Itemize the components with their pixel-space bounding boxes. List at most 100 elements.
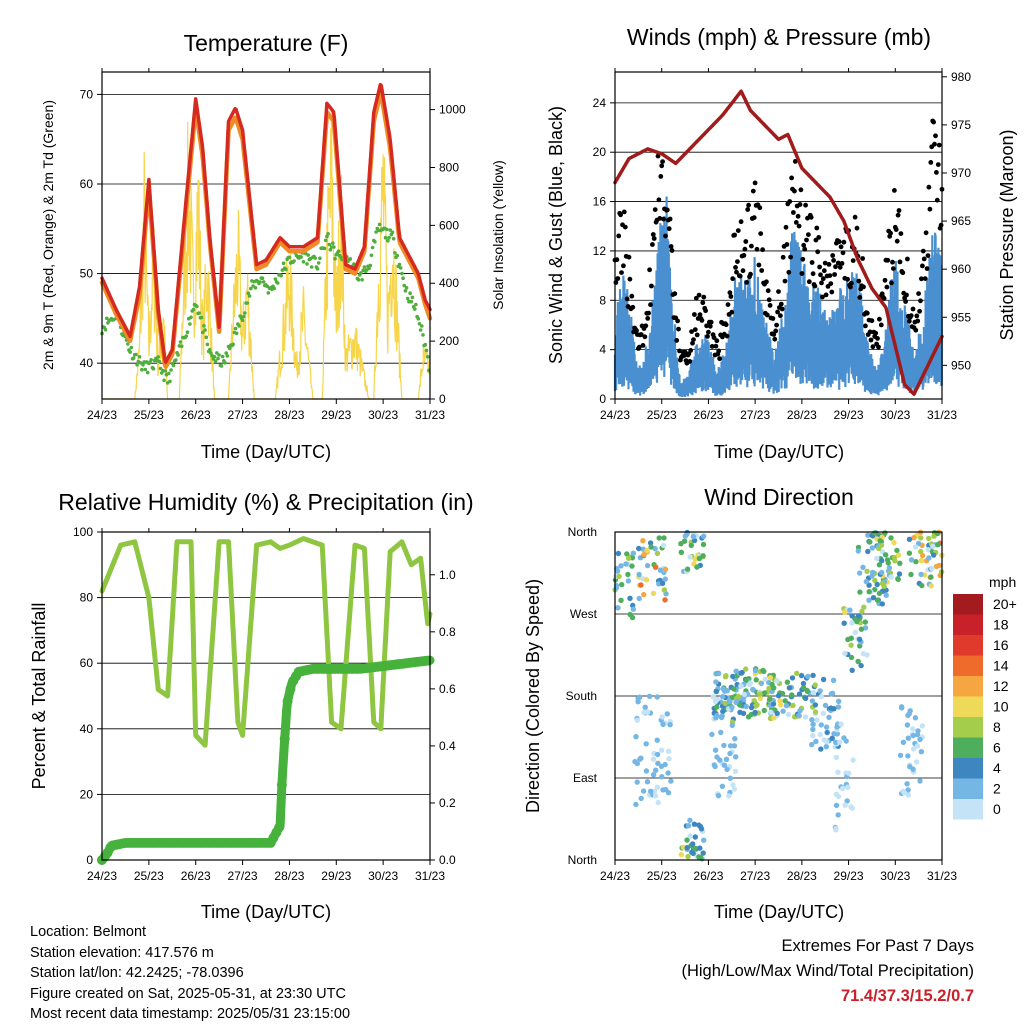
temperature-xlabel: Time (Day/UTC) (201, 442, 331, 462)
gust-point (737, 273, 743, 279)
dewpoint-point (367, 266, 371, 271)
direction-point (724, 766, 730, 773)
dewpoint-point (202, 324, 206, 328)
direction-point (682, 533, 689, 539)
direction-point (630, 550, 636, 556)
dewpoint-point (281, 261, 286, 266)
dewpoint-point (306, 253, 311, 257)
gust-point (693, 295, 699, 301)
direction-point (618, 597, 624, 603)
gust-point (642, 334, 648, 340)
gust-point (870, 344, 876, 350)
gust-point (730, 276, 736, 282)
dewpoint-point (279, 273, 284, 278)
y2tick-label: 970 (951, 166, 971, 180)
dewpoint-point (189, 315, 193, 320)
direction-point (837, 739, 843, 745)
dewpoint-point (179, 344, 184, 349)
direction-point (874, 597, 881, 603)
direction-point (836, 698, 842, 704)
direction-point (684, 845, 690, 851)
direction-point (910, 732, 916, 739)
direction-point (662, 566, 669, 572)
direction-point (910, 726, 916, 732)
xtick-label: 31/23 (927, 869, 957, 883)
gust-point (766, 297, 772, 303)
xtick-label: 25/23 (647, 869, 677, 883)
direction-point (897, 560, 903, 566)
dewpoint-point (249, 286, 253, 291)
gust-point (759, 268, 765, 273)
direction-point (678, 549, 684, 555)
gust-point (789, 175, 794, 181)
gust-point (748, 271, 753, 277)
gust-point (703, 308, 708, 314)
direction-point (809, 741, 815, 748)
direction-tick-label: West (570, 607, 598, 621)
dewpoint-point (425, 355, 430, 359)
gust-point (734, 269, 739, 275)
ytick-label: 20 (80, 787, 94, 801)
gust-point (724, 333, 730, 339)
temperature-y2label: Solar Insolation (Yellow) (490, 160, 506, 310)
direction-point (714, 712, 720, 719)
gust-point (796, 223, 802, 229)
direction-point (842, 802, 848, 808)
dewpoint-point (348, 257, 353, 261)
gust-point (634, 328, 639, 333)
dewpoint-point (253, 286, 258, 290)
direction-point (662, 576, 668, 582)
winds-ylabel: Sonic Wind & Gust (Blue, Black) (546, 106, 566, 364)
gust-point (791, 210, 796, 215)
gust-point (638, 332, 644, 337)
direction-point (636, 571, 642, 578)
gust-point (690, 340, 695, 346)
direction-point (735, 693, 742, 699)
gust-point (814, 225, 820, 231)
gust-point (774, 322, 779, 328)
direction-point (733, 699, 739, 706)
gust-point (913, 327, 919, 333)
gust-point (885, 257, 891, 263)
direction-point (852, 629, 859, 636)
direction-point (714, 704, 720, 710)
direction-point (625, 571, 631, 578)
direction-point (872, 530, 878, 536)
direction-point (842, 609, 848, 615)
direction-point (896, 571, 903, 577)
gust-point (926, 184, 932, 190)
direction-point (814, 717, 820, 723)
gust-point (650, 232, 656, 237)
dewpoint-point (169, 368, 173, 372)
direction-point (688, 542, 694, 549)
direction-point (919, 552, 926, 559)
gust-point (709, 344, 715, 349)
ytick-label: 40 (80, 722, 94, 736)
direction-point (700, 541, 707, 548)
legend-swatch (953, 635, 983, 656)
direction-point (912, 544, 919, 550)
xtick-label: 31/23 (415, 408, 445, 422)
gust-point (630, 304, 636, 310)
dewpoint-point (135, 363, 139, 367)
direction-point (865, 548, 871, 555)
direction-point (820, 676, 827, 683)
direction-point (687, 554, 693, 560)
direction-point (713, 679, 719, 685)
direction-point (726, 793, 732, 799)
gust-point (676, 326, 681, 332)
direction-point (863, 578, 869, 585)
direction-point (874, 581, 880, 588)
gust-point (895, 212, 901, 218)
gust-point (892, 188, 897, 193)
direction-point (641, 551, 647, 558)
direction-point (835, 812, 841, 818)
winds-y2label: Station Pressure (Maroon) (997, 129, 1017, 340)
gust-point (745, 207, 751, 212)
gust-point (854, 225, 860, 231)
dewpoint-point (225, 354, 230, 358)
gust-point (668, 244, 674, 249)
gust-point (820, 276, 826, 282)
dewpoint-point (233, 326, 238, 331)
dewpoint-point (246, 291, 251, 296)
